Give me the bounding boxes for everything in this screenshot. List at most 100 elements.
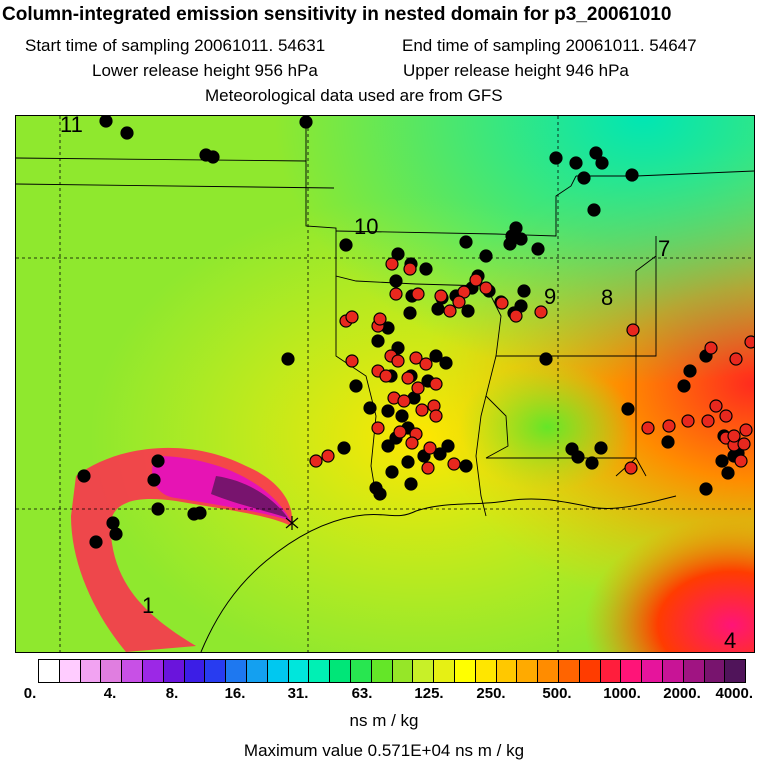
sampling-point-black (439, 356, 453, 370)
colorbar-segment (121, 660, 142, 682)
colorbar-segment (266, 660, 288, 682)
sampling-point-black (389, 274, 403, 288)
sampling-point-red (719, 409, 733, 423)
lower-height-label: Lower release height 956 hPa (92, 61, 318, 80)
sampling-point-red (479, 281, 493, 295)
sampling-point-red (434, 289, 448, 303)
sampling-point-red (734, 454, 748, 468)
sampling-point-red (469, 273, 483, 287)
colorbar-tick-label: 63. (351, 685, 373, 702)
sampling-point-black (625, 168, 639, 182)
sampling-points (77, 116, 754, 549)
sampling-point-black (109, 527, 123, 541)
sampling-point-black (404, 477, 418, 491)
sampling-point-black (683, 364, 697, 378)
colorbar-segment (329, 660, 350, 682)
region-label-7: 7 (658, 236, 670, 261)
sampling-point-black (699, 482, 713, 496)
sampling-point-red (397, 394, 411, 408)
colorbar-segment (537, 660, 558, 682)
sampling-point-black (585, 456, 599, 470)
maximum-value-label: Maximum value 0.571E+04 ns m / kg (243, 741, 525, 760)
sampling-point-black (433, 447, 447, 461)
colorbar-segment (204, 660, 226, 682)
colorbar-segment (516, 660, 538, 682)
sampling-point-black (99, 116, 113, 128)
sampling-point-black (147, 473, 161, 487)
sampling-point-red (423, 441, 437, 455)
upper-height-label: Upper release height 946 hPa (403, 61, 629, 80)
sampling-point-red (641, 421, 655, 435)
sampling-point-red (701, 414, 715, 428)
sampling-point-black (531, 242, 545, 256)
sampling-point-black (677, 379, 691, 393)
sampling-point-red (393, 425, 407, 439)
sampling-point-black (569, 156, 583, 170)
colorbar-units: ns m / kg (349, 711, 419, 730)
sampling-point-red (321, 449, 335, 463)
sampling-point-black (299, 116, 313, 129)
sampling-point-black (549, 151, 563, 165)
sampling-point-red (744, 335, 754, 349)
colorbar-segment (495, 660, 517, 682)
colorbar-segment (141, 660, 163, 682)
sampling-point-black (339, 238, 353, 252)
sampling-point-red (373, 312, 387, 326)
colorbar-tick-label: 250. (476, 685, 506, 702)
sampling-point-red (371, 421, 385, 435)
sampling-point-red (429, 409, 443, 423)
sampling-point-red (401, 371, 415, 385)
sampling-point-black (381, 404, 395, 418)
sampling-point-black (385, 465, 399, 479)
sampling-point-red (729, 352, 743, 366)
colorbar-segment (599, 660, 621, 682)
coastline (200, 495, 677, 652)
colorbar-segment (641, 660, 662, 682)
sampling-point-black (441, 439, 455, 453)
sampling-point-black (594, 441, 608, 455)
colorbar-segment (308, 660, 330, 682)
colorbar-tick-label: 4000. (715, 685, 754, 702)
sampling-point-red (681, 414, 695, 428)
colorbar-segment (433, 660, 454, 682)
colorbar-segment (58, 660, 80, 682)
sampling-point-black (721, 466, 735, 480)
colorbar-segment (79, 660, 101, 682)
sampling-point-black (371, 334, 385, 348)
sampling-point-red (411, 287, 425, 301)
sampling-point-red (429, 377, 443, 391)
sampling-point-black (151, 502, 165, 516)
colorbar-segment (225, 660, 246, 682)
sampling-point-red (389, 287, 403, 301)
sampling-point-red (405, 436, 419, 450)
sampling-point-red (495, 296, 509, 310)
sampling-point-black (206, 150, 220, 164)
sampling-point-black (621, 402, 635, 416)
colorbar-tick-label: 0. (23, 685, 37, 702)
sampling-point-red (624, 461, 638, 475)
colorbar (38, 659, 746, 683)
colorbar-segment (578, 660, 600, 682)
sampling-point-red (385, 257, 399, 271)
sampling-point-red (727, 429, 741, 443)
sampling-point-red (737, 437, 751, 451)
colorbar-segment (661, 660, 683, 682)
colorbar-segment (349, 660, 371, 682)
sampling-point-black (715, 454, 729, 468)
sampling-point-black (89, 535, 103, 549)
sampling-point-black (459, 235, 473, 249)
sampling-point-red (379, 369, 393, 383)
colorbar-tick-label: 500. (542, 685, 572, 702)
start-time-label: Start time of sampling 20061011. 54631 (25, 36, 326, 55)
sampling-point-red (447, 457, 461, 471)
sampling-point-black (503, 237, 517, 251)
map-canvas: 11 10 9 8 7 1 4 (16, 116, 754, 652)
sampling-point-red (709, 399, 723, 413)
sampling-point-black (461, 304, 475, 318)
colorbar-tick-label: 1000. (603, 685, 641, 702)
sampling-point-black (363, 401, 377, 415)
colorbar-segment (287, 660, 309, 682)
field-green (16, 116, 754, 652)
region-label-1: 1 (142, 593, 154, 618)
sampling-point-black (403, 306, 417, 320)
